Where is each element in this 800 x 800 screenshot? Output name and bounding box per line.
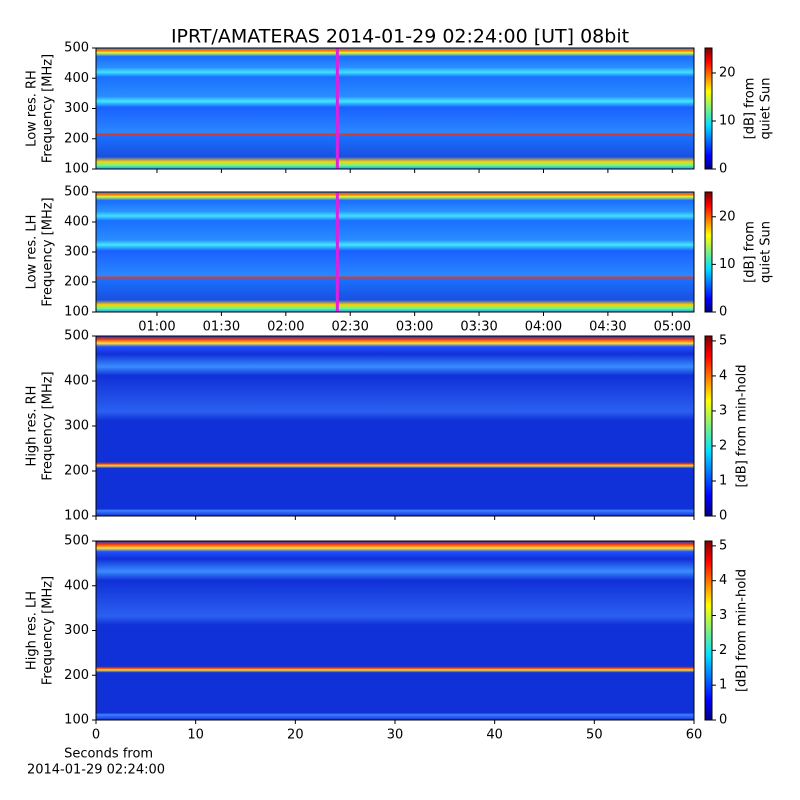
x-tick-label: 01:00	[138, 320, 175, 335]
colorbar-label: quiet Sun	[759, 77, 774, 139]
colorbar	[704, 335, 713, 517]
x-tick-label: 30	[387, 728, 404, 743]
x-tick-label: 04:00	[525, 320, 562, 335]
y-tick-label: 400	[64, 215, 89, 230]
spectrogram	[96, 336, 694, 516]
colorbar-tick-label: 4	[719, 573, 727, 588]
colorbar-tick-label: 0	[719, 305, 727, 320]
x-axis-label: Seconds from	[64, 747, 153, 762]
spectrogram	[96, 541, 694, 720]
y-tick-label: 200	[64, 668, 89, 683]
y-tick-label: 300	[64, 623, 89, 638]
x-tick-label: 40	[486, 728, 503, 743]
spectrogram	[96, 48, 694, 169]
colorbar-tick-label: 0	[719, 162, 727, 177]
colorbar-tick-label: 3	[719, 608, 727, 623]
colorbar-tick-label: 0	[719, 509, 727, 524]
colorbar-tick-label: 4	[719, 368, 727, 383]
x-tick-label: 10	[187, 728, 204, 743]
x-tick-label: 05:00	[654, 320, 691, 335]
x-tick-label: 0	[92, 728, 100, 743]
colorbar-tick-label: 2	[719, 643, 727, 658]
y-axis-label: Low res. RH	[25, 70, 40, 147]
y-tick-label: 500	[64, 329, 89, 344]
colorbar-label: [dB] from min-hold	[735, 569, 750, 692]
y-axis-label: Frequency [MHz]	[41, 197, 56, 306]
y-axis-label: Frequency [MHz]	[41, 576, 56, 685]
colorbar	[704, 47, 713, 170]
colorbar-label: [dB] from	[743, 221, 758, 283]
y-axis-label: High res. RH	[25, 386, 40, 467]
x-tick-label: 20	[287, 728, 304, 743]
y-axis-label: High res. LH	[25, 591, 40, 670]
y-tick-label: 100	[64, 305, 89, 320]
y-tick-label: 300	[64, 101, 89, 116]
y-tick-label: 300	[64, 245, 89, 260]
y-tick-label: 500	[64, 534, 89, 549]
colorbar-label: [dB] from min-hold	[735, 364, 750, 487]
time-cursor	[335, 48, 339, 169]
y-tick-label: 200	[64, 464, 89, 479]
y-tick-label: 400	[64, 71, 89, 86]
colorbar-tick-label: 1	[719, 473, 727, 488]
y-tick-label: 100	[64, 509, 89, 524]
colorbar-tick-label: 10	[719, 113, 736, 128]
y-tick-label: 500	[64, 185, 89, 200]
colorbar-label: quiet Sun	[759, 221, 774, 283]
y-tick-label: 300	[64, 419, 89, 434]
y-tick-label: 400	[64, 578, 89, 593]
colorbar-tick-label: 5	[719, 333, 727, 348]
spectrogram	[96, 192, 694, 312]
colorbar	[704, 191, 713, 313]
y-tick-label: 500	[64, 41, 89, 56]
x-tick-label: 02:30	[331, 320, 368, 335]
x-axis-label: 2014-01-29 02:24:00	[27, 763, 165, 778]
colorbar-tick-label: 1	[719, 678, 727, 693]
colorbar	[704, 540, 713, 721]
colorbar-tick-label: 3	[719, 403, 727, 418]
y-axis-label: Frequency [MHz]	[41, 54, 56, 163]
y-tick-label: 100	[64, 162, 89, 177]
x-tick-label: 01:30	[203, 320, 240, 335]
colorbar-tick-label: 0	[719, 713, 727, 728]
colorbar-label: [dB] from	[743, 78, 758, 140]
y-tick-label: 100	[64, 713, 89, 728]
x-tick-label: 50	[586, 728, 603, 743]
x-tick-label: 02:00	[267, 320, 304, 335]
colorbar-tick-label: 20	[719, 209, 736, 224]
colorbar-tick-label: 2	[719, 438, 727, 453]
y-axis-label: Frequency [MHz]	[41, 371, 56, 480]
x-tick-label: 60	[686, 728, 703, 743]
colorbar-tick-label: 5	[719, 538, 727, 553]
time-cursor	[335, 192, 339, 312]
figure-title: IPRT/AMATERAS 2014-01-29 02:24:00 [UT] 0…	[171, 26, 629, 48]
y-axis-label: Low res. LH	[25, 215, 40, 290]
x-tick-label: 04:30	[589, 320, 626, 335]
y-tick-label: 400	[64, 374, 89, 389]
x-tick-label: 03:30	[460, 320, 497, 335]
y-tick-label: 200	[64, 131, 89, 146]
x-tick-label: 03:00	[396, 320, 433, 335]
y-tick-label: 200	[64, 275, 89, 290]
colorbar-tick-label: 20	[719, 65, 736, 80]
colorbar-tick-label: 10	[719, 257, 736, 272]
